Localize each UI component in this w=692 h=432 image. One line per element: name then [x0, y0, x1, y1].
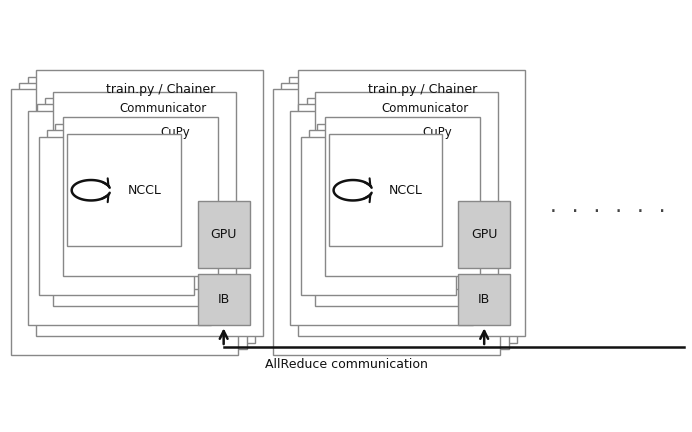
Text: train.py / Chainer: train.py / Chainer	[368, 83, 477, 96]
Text: AllReduce communication: AllReduce communication	[264, 358, 428, 371]
Bar	[329, 134, 442, 246]
Text: train.py / Chainer: train.py / Chainer	[107, 83, 216, 96]
Bar	[300, 137, 455, 295]
Bar	[28, 111, 211, 325]
Text: CuPy: CuPy	[160, 126, 190, 139]
Text: Communicator: Communicator	[119, 102, 206, 115]
Text: NCCL: NCCL	[389, 184, 423, 197]
Bar	[289, 76, 517, 343]
Bar	[28, 76, 255, 343]
Bar	[298, 70, 525, 336]
Bar	[67, 134, 181, 246]
Text: CuPy: CuPy	[422, 126, 452, 139]
Text: Communicator: Communicator	[381, 102, 468, 115]
Bar	[458, 201, 510, 267]
Bar	[11, 89, 239, 356]
Bar	[39, 137, 194, 295]
Bar	[19, 83, 247, 349]
Bar	[45, 98, 228, 313]
Bar	[37, 105, 219, 319]
Bar	[198, 201, 250, 267]
Text: GPU: GPU	[471, 228, 498, 241]
Bar	[315, 92, 498, 306]
Bar	[325, 117, 480, 276]
Bar	[307, 98, 489, 313]
Text: GPU: GPU	[210, 228, 237, 241]
Bar	[281, 83, 509, 349]
Bar	[290, 111, 473, 325]
Bar	[273, 89, 500, 356]
Text: NCCL: NCCL	[127, 184, 161, 197]
Bar	[47, 130, 202, 289]
Bar	[55, 124, 210, 283]
Bar	[64, 117, 219, 276]
Bar	[317, 124, 472, 283]
Bar	[53, 92, 236, 306]
Bar	[458, 274, 510, 325]
Bar	[298, 105, 481, 319]
Bar	[198, 274, 250, 325]
Text: IB: IB	[217, 293, 230, 306]
Bar	[309, 130, 464, 289]
Text: . . . . . .: . . . . . .	[548, 198, 668, 216]
Bar	[36, 70, 263, 336]
Text: IB: IB	[478, 293, 491, 306]
